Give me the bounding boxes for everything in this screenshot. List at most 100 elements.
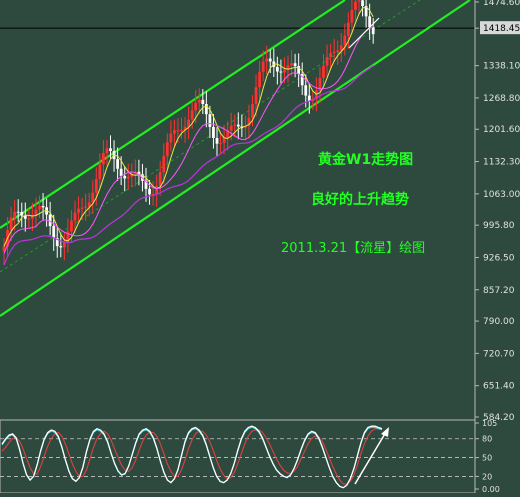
- price-tick-label: 1132.30: [483, 158, 520, 168]
- candle-body: [279, 71, 283, 73]
- candle-body: [339, 45, 343, 51]
- candle-body: [247, 117, 251, 126]
- candle-body: [226, 130, 230, 138]
- price-tick-label: 926.50: [483, 253, 515, 263]
- candle-body: [300, 74, 304, 86]
- candle-body: [38, 205, 41, 210]
- candle-body: [148, 188, 151, 195]
- current-price-label: 1418.45: [483, 24, 520, 34]
- candle-body: [307, 95, 311, 101]
- candle-body: [180, 130, 183, 132]
- candle-body: [87, 202, 91, 207]
- candle-body: [31, 214, 34, 219]
- candle-body: [52, 226, 56, 239]
- candle-body: [70, 220, 73, 232]
- candle-body: [201, 99, 205, 105]
- candle-body: [361, 0, 364, 7]
- candle-body: [162, 156, 166, 173]
- osc-tick-label: 20: [482, 472, 492, 481]
- candle-body: [102, 153, 105, 165]
- candle-body: [251, 104, 254, 118]
- candle-body: [123, 175, 127, 179]
- candle-body: [293, 63, 297, 66]
- candle-body: [268, 58, 272, 62]
- price-axis: 1474.60 1418.45 1338.10 1268.80 1201.60 1132.…: [474, 0, 520, 493]
- ma-long-line: [3, 65, 374, 266]
- candle-body: [329, 53, 332, 58]
- candle-body: [187, 119, 190, 127]
- price-tick-label: 1474.60: [483, 0, 520, 8]
- candle-body: [158, 172, 162, 186]
- price-tick-label: 584.20: [483, 413, 515, 423]
- candle-body: [190, 110, 194, 120]
- candle-body: [283, 69, 286, 73]
- candle-body: [322, 65, 325, 78]
- candle-body: [41, 205, 45, 208]
- osc-tick-label: 80: [482, 435, 492, 444]
- candles: [2, 0, 375, 265]
- rising-arrow-head: [381, 427, 389, 437]
- price-arrow: [348, 17, 380, 49]
- price-tick-label: 995.80: [483, 221, 515, 231]
- ma-short-line: [3, 6, 374, 247]
- candle-body: [286, 65, 290, 70]
- candle-body: [2, 246, 6, 252]
- candle-body: [55, 238, 59, 247]
- candle-body: [59, 246, 63, 248]
- candle-body: [98, 164, 102, 179]
- candle-body: [126, 176, 130, 179]
- candle-body: [236, 124, 240, 127]
- candle-body: [261, 61, 265, 72]
- candle-body: [23, 215, 27, 219]
- price-tick-label: 1063.00: [483, 190, 520, 200]
- candle-body: [297, 65, 301, 75]
- candle-body: [208, 114, 212, 127]
- candle-body: [212, 126, 215, 138]
- candle-body: [34, 209, 38, 215]
- candle-body: [350, 9, 354, 23]
- candle-body: [233, 124, 237, 126]
- candle-body: [169, 133, 173, 143]
- candle-body: [354, 1, 357, 10]
- candle-body: [275, 67, 279, 72]
- channel-upper-line: [0, 0, 346, 229]
- candle-body: [325, 57, 329, 66]
- candle-body: [215, 137, 219, 144]
- candle-body: [73, 212, 77, 221]
- candle-body: [265, 58, 269, 62]
- candle-body: [371, 27, 375, 35]
- candle-body: [48, 214, 52, 227]
- oscillator-pane-bg: [0, 419, 476, 494]
- candle-body: [304, 85, 308, 96]
- osc-tick-label: 105: [482, 419, 497, 428]
- candle-body: [119, 168, 123, 176]
- candle-body: [258, 71, 261, 88]
- candle-body: [176, 130, 180, 132]
- candle-body: [80, 207, 84, 209]
- current-price-box: [480, 21, 520, 35]
- osc-tick-label: 0.00: [482, 485, 500, 493]
- candle-body: [244, 125, 247, 129]
- price-tick-label: 857.20: [483, 286, 515, 296]
- candle-body: [229, 125, 233, 131]
- candle-body: [155, 185, 159, 194]
- candle-body: [77, 208, 80, 213]
- oscillator-axis: 105 80 50 20 0.00: [475, 419, 500, 494]
- price-tick-label: 790.00: [483, 317, 515, 327]
- candle-body: [151, 193, 155, 195]
- oscillator-main-line: [1, 425, 383, 489]
- candle-body: [165, 142, 169, 157]
- candle-body: [144, 180, 148, 189]
- candle-body: [219, 142, 222, 144]
- channel-lower-line: [0, 0, 471, 317]
- candle-body: [183, 126, 187, 131]
- candle-body: [357, 0, 361, 2]
- candle-body: [66, 231, 70, 242]
- candle-body: [204, 104, 208, 115]
- candle-body: [318, 77, 322, 91]
- candle-body: [197, 99, 201, 103]
- candle-body: [16, 211, 20, 213]
- candle-body: [9, 217, 13, 230]
- candle-body: [20, 212, 24, 216]
